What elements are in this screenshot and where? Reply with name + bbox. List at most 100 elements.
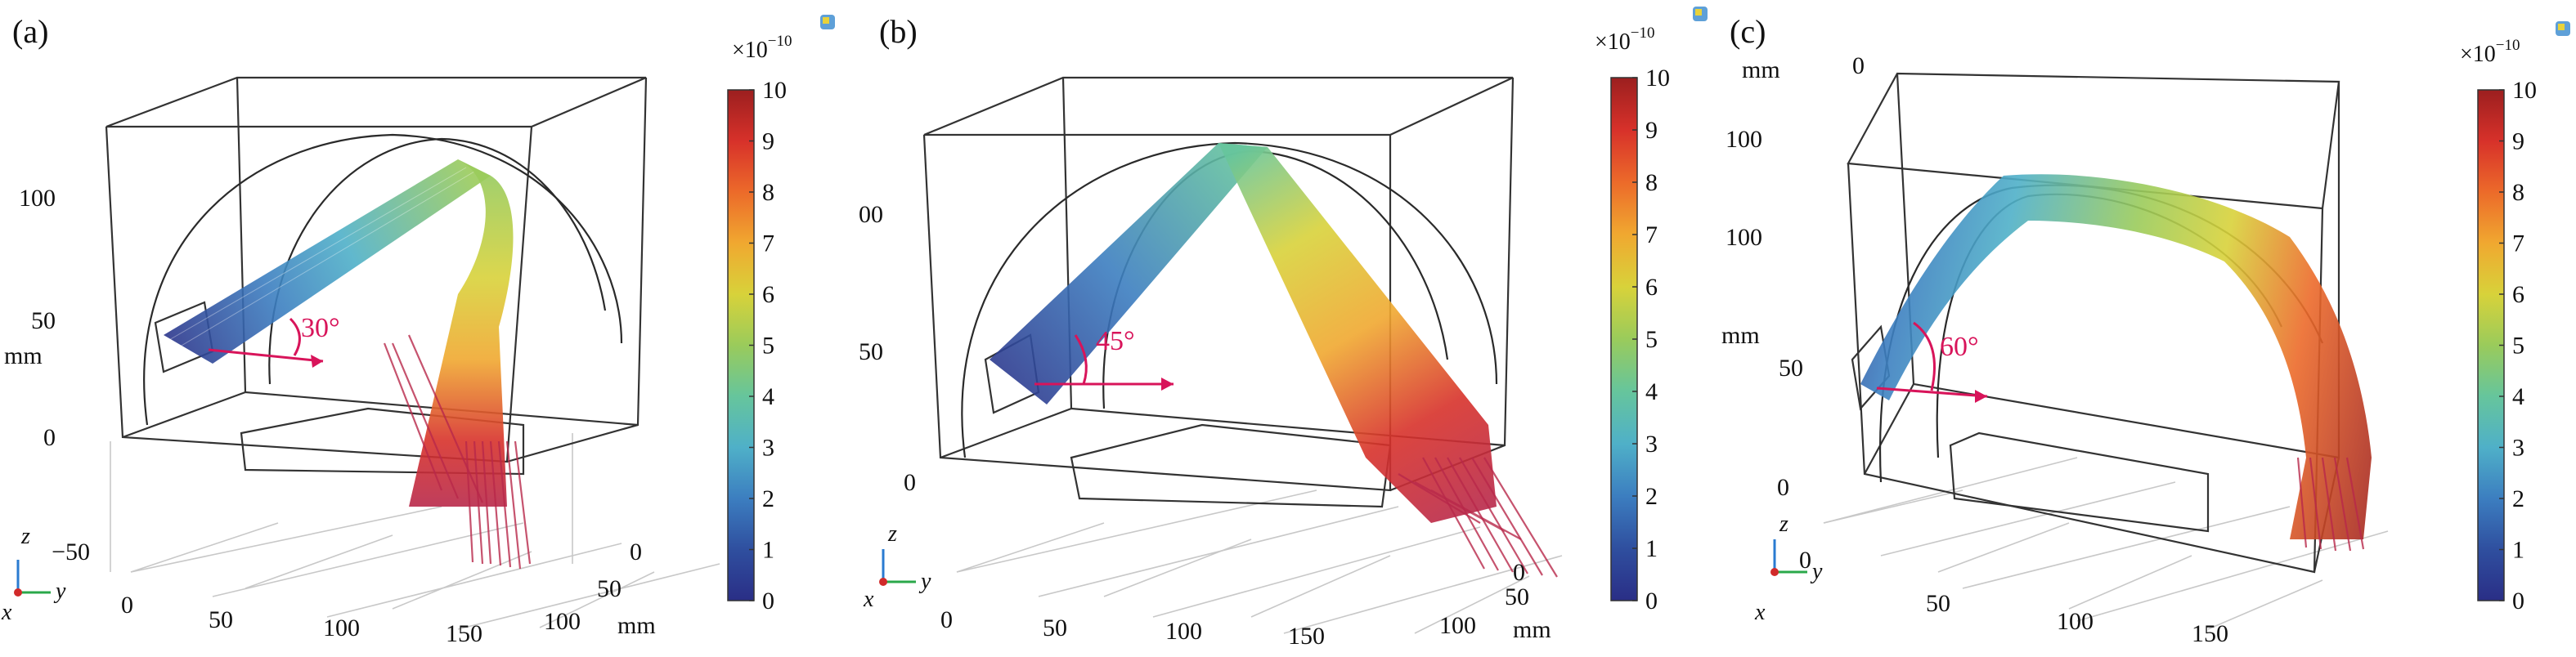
colorbar-tick-label: 3 [1645, 431, 1658, 458]
front-tick-100: 100 [2057, 608, 2094, 635]
front-tick-100: 100 [1165, 618, 1202, 645]
axis-x-label: x [1, 600, 12, 625]
colorbar-tick-label: 2 [762, 485, 774, 512]
vertical-tick-100: 100 [859, 201, 883, 228]
beam-bundle-rising [163, 159, 491, 364]
angle-marker [208, 317, 324, 368]
side-tick-0: 0 [630, 539, 642, 565]
axes-triad [14, 560, 51, 597]
panel-label: (a) [12, 13, 48, 50]
colorbar-tick-label: 6 [2512, 281, 2524, 308]
axis-z-label: z [887, 521, 897, 547]
front-tick-100: 100 [323, 615, 360, 641]
axis-y-label: y [53, 579, 66, 604]
front-tick-150: 150 [2192, 620, 2228, 647]
panel-a-figure: 30° 100 50 0 −50 mm 0 50 100 150 0 50 10… [1, 13, 835, 647]
front-tick-0: 0 [1799, 547, 1811, 574]
vertical-tick-0: 0 [43, 424, 56, 451]
side-tick-0: 0 [1513, 559, 1525, 586]
side-unit: mm [617, 612, 656, 639]
front-tick-0: 0 [940, 606, 953, 633]
colorbar-tick-label: 5 [1645, 326, 1658, 353]
colorbar-icon [1693, 7, 1708, 21]
side-tick-100: 100 [1439, 612, 1476, 639]
angle-label: 30° [301, 313, 340, 343]
panel-label: (b) [879, 13, 918, 50]
vertical-unit: mm [1721, 322, 1760, 349]
base-slab [1949, 431, 2210, 533]
colorbar-tick-label: 6 [1645, 274, 1658, 301]
colorbar-tick-label: 8 [2512, 179, 2524, 206]
vertical-tick-0: 0 [904, 469, 916, 496]
colorbar-tick-label: 6 [762, 281, 774, 308]
colorbar-exponent: ×10−10 [732, 33, 792, 63]
vertical-tick-100: 100 [1726, 126, 1762, 153]
colorbar-tick-label: 5 [762, 333, 774, 360]
front-tick-0: 0 [121, 592, 133, 619]
side-unit: mm [1513, 616, 1551, 643]
beam-bundle-falling [1218, 143, 1497, 523]
colorbar-tick-label: 0 [762, 588, 774, 615]
panel-b-figure: 45° 100 50 0 0 50 100 150 0 50 100 mm z … [846, 7, 1708, 650]
panel-c: 60° 100 100 50 0 mm mm 0 50 100 150 0 z … [1717, 0, 2576, 653]
colorbar-tick-label: 9 [2512, 128, 2524, 155]
panel-c-figure: 60° 100 100 50 0 mm mm 0 50 100 150 0 z … [1721, 13, 2570, 647]
colorbar-tick-label: 3 [762, 435, 774, 462]
axis-y-label: y [918, 569, 931, 594]
vertical-tick-50: 50 [31, 307, 56, 334]
front-tick-150: 150 [446, 620, 482, 647]
front-tick-50: 50 [209, 606, 233, 633]
colorbar-exponent: ×10−10 [2460, 37, 2520, 67]
axis-x-label: x [863, 587, 874, 612]
floor-grid [956, 489, 1563, 634]
exit-rays [1398, 457, 1558, 578]
axis-y-label: y [1810, 559, 1823, 584]
exit-rays [2296, 457, 2365, 552]
vertical-unit: mm [4, 342, 43, 369]
side-tick-100: 100 [544, 608, 581, 635]
front-tick-150: 150 [1288, 623, 1325, 650]
front-tick-50: 50 [1043, 615, 1067, 641]
colorbar-exponent: ×10−10 [1595, 25, 1655, 55]
angle-label: 45° [1096, 326, 1135, 356]
beam-bundle-rising [990, 143, 1268, 404]
floor-grid [110, 433, 720, 630]
panel-a: 30° 100 50 0 −50 mm 0 50 100 150 0 50 10… [0, 0, 859, 653]
vertical-tick-100b: 100 [1726, 224, 1762, 251]
beam-bundle [1860, 174, 2372, 539]
panel-label: (c) [1730, 13, 1766, 50]
colorbar-tick-label: 10 [2512, 77, 2537, 104]
side-tick-0: 0 [1852, 52, 1865, 79]
angle-label: 60° [1940, 332, 1979, 362]
axes-triad [1770, 539, 1807, 576]
angle-marker [1876, 321, 1988, 403]
side-tick-50: 50 [597, 575, 622, 602]
colorbar-icon [820, 15, 835, 29]
side-tick-50: 50 [1505, 583, 1529, 610]
colorbar-tick-label: 5 [2512, 333, 2524, 360]
vertical-tick-100: 100 [19, 185, 56, 212]
colorbar-tick-label: 7 [2512, 230, 2524, 257]
arch-outline [143, 133, 623, 426]
floor-grid [1823, 457, 2389, 630]
colorbar-tick-label: 7 [1645, 221, 1658, 248]
colorbar-tick-label: 2 [2512, 485, 2524, 512]
vertical-tick-50: 50 [1779, 355, 1803, 382]
colorbar-tick-label: 1 [1645, 535, 1658, 562]
vertical-unit-top: mm [1742, 56, 1780, 83]
axis-z-label: z [1779, 512, 1788, 537]
colorbar-tick-label: 1 [2512, 537, 2524, 564]
base-slab [1070, 423, 1392, 508]
colorbar-tick-label: 1 [762, 537, 774, 564]
colorbar-tick-label: 10 [762, 77, 787, 104]
vertical-tick-neg50: −50 [52, 539, 90, 565]
bounding-box [105, 76, 648, 463]
angle-marker [1034, 334, 1174, 391]
vertical-tick-0: 0 [1777, 474, 1789, 501]
colorbar-tick-label: 9 [1645, 117, 1658, 144]
colorbar-tick-label: 8 [1645, 169, 1658, 196]
colorbar-tick-label: 0 [2512, 588, 2524, 615]
